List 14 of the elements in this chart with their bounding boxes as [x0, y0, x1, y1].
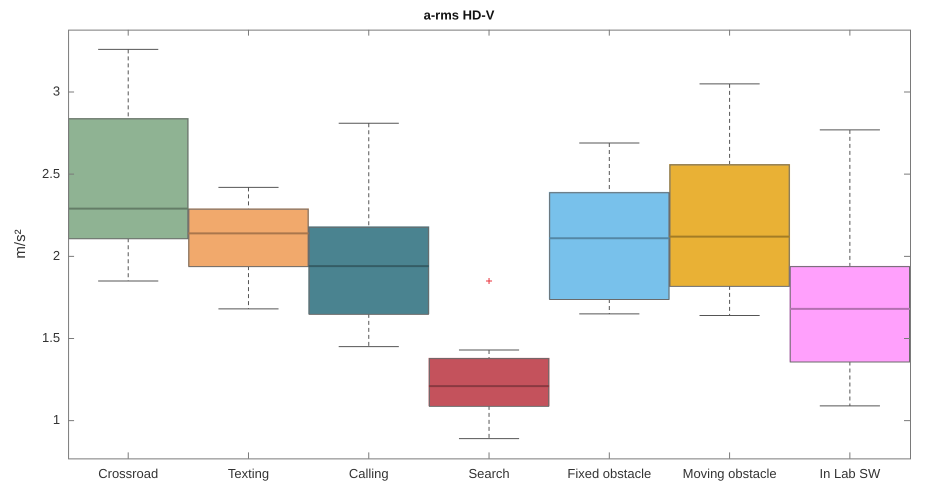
x-tick-label: Crossroad — [98, 466, 158, 481]
y-tick-label: 2.5 — [42, 166, 60, 181]
x-tick-label: In Lab SW — [820, 466, 881, 481]
x-tick-label: Texting — [228, 466, 270, 481]
y-axis-title: m/s² — [12, 229, 30, 259]
y-tick-label: 1.5 — [42, 330, 60, 346]
x-tick-label: Moving obstacle — [682, 466, 777, 481]
y-tick-label: 1 — [52, 412, 60, 428]
chart-title: a-rms HD-V — [424, 7, 495, 22]
x-tick-label: Search — [468, 466, 510, 481]
x-tick-label: Fixed obstacle — [567, 466, 652, 481]
x-tick-label: Calling — [348, 466, 389, 481]
y-tick-label: 2 — [52, 248, 60, 263]
y-tick-label: 3 — [52, 84, 60, 99]
